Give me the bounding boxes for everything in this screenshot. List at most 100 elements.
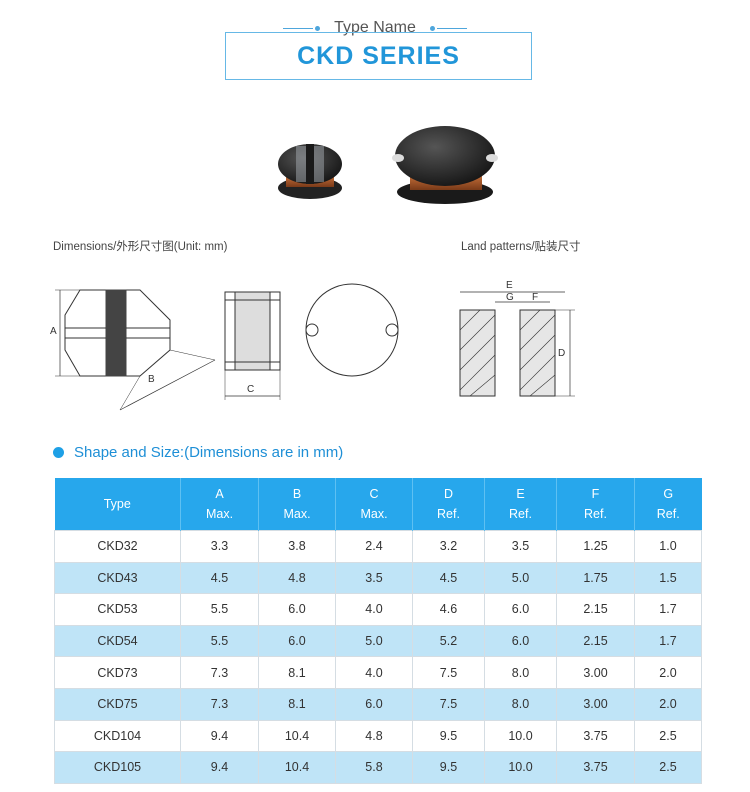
value-cell: 1.5 — [634, 561, 702, 595]
label-c: C — [247, 384, 254, 395]
header-cell-title: A — [215, 487, 224, 501]
value-cell: 6.0 — [484, 593, 557, 626]
dimension-drawing: A B C E G F D — [50, 280, 575, 411]
value-cell: 8.0 — [484, 656, 557, 689]
value-cell: 5.0 — [484, 561, 557, 595]
series-title: CKD SERIES — [297, 41, 460, 70]
header-cell-title: Type — [103, 497, 131, 511]
value-cell: 1.7 — [634, 593, 702, 626]
label-a: A — [50, 326, 57, 337]
value-cell: 5.0 — [335, 624, 413, 658]
value-cell: 4.0 — [335, 656, 413, 689]
value-cell: 10.4 — [258, 751, 336, 784]
table-row: CKD104 9.4 10.4 4.8 9.5 10.0 3.75 2.5 — [54, 719, 702, 753]
land-patterns-caption: Land patterns/贴装尺寸 — [461, 241, 581, 253]
header-cell-subtitle: Ref. — [584, 507, 607, 521]
header-cell-subtitle: Max. — [205, 507, 234, 521]
table-row: CKD73 7.3 8.1 4.0 7.5 8.0 3.00 2.0 — [54, 656, 702, 689]
value-cell: 5.2 — [412, 624, 485, 658]
header-cell-subtitle: Ref. — [437, 507, 460, 521]
decor-line-left — [283, 27, 314, 29]
value-cell: 8.1 — [258, 687, 336, 721]
value-cell: 2.4 — [335, 530, 413, 563]
type-name-label: Type Name — [334, 19, 416, 36]
small-inductor — [278, 144, 342, 199]
large-inductor — [392, 126, 498, 204]
value-cell: 2.15 — [556, 624, 635, 658]
value-cell: 4.8 — [258, 561, 336, 595]
value-cell: 3.00 — [556, 656, 635, 689]
value-cell: 3.8 — [258, 530, 336, 563]
value-cell: 3.3 — [180, 530, 259, 563]
front-view: A B — [50, 289, 216, 411]
type-cell: CKD53 — [54, 593, 181, 626]
value-cell: 6.0 — [484, 624, 557, 658]
value-cell: 8.1 — [258, 656, 336, 689]
product-photo — [278, 126, 498, 204]
value-cell: 2.5 — [634, 751, 702, 784]
value-cell: 3.2 — [412, 530, 485, 563]
bottom-view — [305, 283, 399, 377]
label-b: B — [148, 374, 155, 385]
label-d: D — [558, 348, 565, 359]
value-cell: 2.0 — [634, 687, 702, 721]
side-view: C — [224, 291, 281, 400]
header-cell-title: B — [292, 487, 302, 501]
value-cell: 4.8 — [335, 719, 413, 753]
dimensions-caption: Dimensions/外形尺寸图(Unit: mm) — [53, 241, 228, 253]
value-cell: 4.5 — [180, 561, 259, 595]
value-cell: 10.0 — [484, 719, 557, 753]
value-cell: 9.4 — [180, 719, 259, 753]
value-cell: 7.5 — [412, 656, 485, 689]
section-title: Shape and Size:(Dimensions are in mm) — [53, 444, 343, 461]
table-row: CKD43 4.5 4.8 3.5 4.5 5.0 1.75 1.5 — [54, 561, 702, 595]
series-title-box: CKD SERIES — [225, 32, 532, 80]
header-cell-subtitle: Ref. — [656, 507, 680, 521]
spec-table: Type A Max. B Max. C Max. D Ref. E Ref. F Ref. G Ref. … — [54, 478, 702, 784]
header-cell: Type — [54, 478, 181, 531]
label-e: E — [506, 280, 513, 291]
table-row: CKD105 9.4 10.4 5.8 9.5 10.0 3.75 2.5 — [54, 751, 702, 784]
value-cell: 6.0 — [335, 687, 413, 721]
table-row: CKD54 5.5 6.0 5.0 5.2 6.0 2.15 1.7 — [54, 624, 702, 658]
value-cell: 6.0 — [258, 624, 336, 658]
header-cell-subtitle: Max. — [283, 507, 311, 521]
type-cell: CKD104 — [54, 719, 181, 753]
label-g: G — [506, 292, 514, 303]
decor-line-right — [436, 27, 467, 29]
table-body: CKD32 3.3 3.8 2.4 3.2 3.5 1.25 1.0 CKD43 4.5 4.8 3.… — [54, 530, 702, 784]
header-cell: F Ref. — [556, 478, 635, 531]
type-cell: CKD54 — [54, 624, 181, 658]
value-cell: 1.25 — [556, 530, 635, 563]
type-cell: CKD73 — [54, 656, 181, 689]
type-cell: CKD43 — [54, 561, 181, 595]
bullet-dot-icon — [53, 447, 64, 458]
header-cell-title: E — [516, 487, 525, 501]
value-cell: 3.5 — [484, 530, 557, 563]
header-cell: A Max. — [180, 478, 259, 531]
value-cell: 3.75 — [556, 751, 635, 784]
header-cell-title: D — [443, 487, 454, 501]
value-cell: 2.15 — [556, 593, 635, 626]
table-row: CKD32 3.3 3.8 2.4 3.2 3.5 1.25 1.0 — [54, 530, 702, 563]
value-cell: 1.7 — [634, 624, 702, 658]
value-cell: 3.00 — [556, 687, 635, 721]
value-cell: 2.0 — [634, 656, 702, 689]
value-cell: 4.0 — [335, 593, 413, 626]
header-cell: D Ref. — [412, 478, 485, 531]
value-cell: 7.3 — [180, 687, 259, 721]
value-cell: 9.5 — [412, 751, 485, 784]
header-cell: G Ref. — [634, 478, 702, 531]
header-cell: E Ref. — [484, 478, 557, 531]
type-name-row: Type Name — [0, 16, 750, 40]
header-cell-subtitle: Ref. — [509, 507, 532, 521]
table-row: CKD53 5.5 6.0 4.0 4.6 6.0 2.15 1.7 — [54, 593, 702, 626]
type-cell: CKD32 — [54, 530, 181, 563]
decor-dot-right — [429, 25, 435, 31]
value-cell: 1.75 — [556, 561, 635, 595]
section-title-text: Shape and Size:(Dimensions are in mm) — [74, 444, 344, 461]
label-f: F — [532, 292, 538, 303]
value-cell: 5.8 — [335, 751, 413, 784]
table-row: CKD75 7.3 8.1 6.0 7.5 8.0 3.00 2.0 — [54, 687, 702, 721]
type-cell: CKD75 — [54, 687, 181, 721]
